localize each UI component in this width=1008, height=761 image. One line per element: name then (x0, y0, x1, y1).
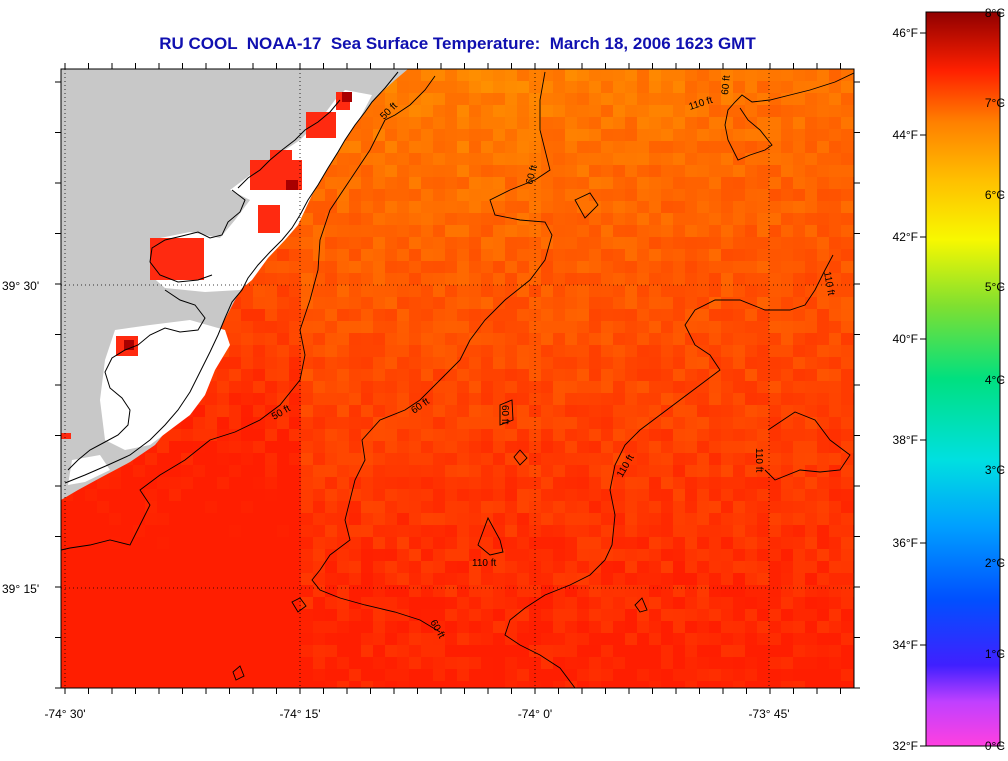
c-label: 5°C (985, 280, 1005, 294)
sst-field: 50 ft 50 ft 60 ft 60 ft 60 ft 60 ft 60 f… (61, 69, 854, 688)
lon-label: -74° 15' (279, 707, 320, 721)
c-label: 8°C (985, 6, 1005, 20)
contour-label: 110 ft (472, 558, 496, 569)
c-label: 4°C (985, 373, 1005, 387)
lon-label: -73° 45' (748, 707, 789, 721)
f-label: 34°F (893, 638, 918, 652)
c-label: 2°C (985, 556, 1005, 570)
contour-label: 110 ft (821, 271, 836, 297)
colorbar: 46°F 44°F 42°F 40°F 38°F 36°F 34°F 32°F … (893, 6, 1006, 753)
f-label: 38°F (893, 433, 918, 447)
bathymetry-contours (61, 71, 854, 688)
c-label: 0°C (985, 739, 1005, 753)
hot-inlet-patches (124, 92, 352, 350)
colorbar-ticks (920, 12, 1004, 747)
contour-label: 60 ft (720, 75, 733, 96)
c-label: 7°C (985, 96, 1005, 110)
f-label: 46°F (893, 26, 918, 40)
f-label: 32°F (893, 739, 918, 753)
c-label: 3°C (985, 463, 1005, 477)
lon-label: -74° 0' (518, 707, 552, 721)
f-label: 36°F (893, 536, 918, 550)
c-label: 6°C (985, 188, 1005, 202)
lon-label: -74° 30' (44, 707, 85, 721)
coastline (64, 71, 399, 484)
lat-label: 39° 30' (2, 279, 39, 293)
contour-label: 60 ft (499, 405, 510, 425)
lat-label: 39° 15' (2, 582, 39, 596)
graticule (61, 69, 854, 688)
fahrenheit-scale: 46°F 44°F 42°F 40°F 38°F 36°F 34°F 32°F (893, 26, 918, 753)
colorbar-gradient (926, 12, 1000, 746)
map-frame (60, 68, 855, 689)
longitude-labels: -74° 30' -74° 15' -74° 0' -73° 45' (44, 707, 789, 721)
contour-label: 110 ft (753, 448, 764, 472)
contour-label: 60 ft (524, 164, 540, 186)
colorbar-frame (925, 11, 1001, 747)
f-label: 44°F (893, 128, 918, 142)
c-label: 1°C (985, 647, 1005, 661)
celsius-scale: 8°C 7°C 6°C 5°C 4°C 3°C 2°C 1°C 0°C (985, 6, 1005, 753)
axis-ticks (55, 63, 860, 694)
latitude-labels: 39° 30' 39° 15' (2, 279, 39, 596)
f-label: 40°F (893, 332, 918, 346)
f-label: 42°F (893, 230, 918, 244)
map-title: RU COOL NOAA-17 Sea Surface Temperature:… (159, 34, 756, 53)
